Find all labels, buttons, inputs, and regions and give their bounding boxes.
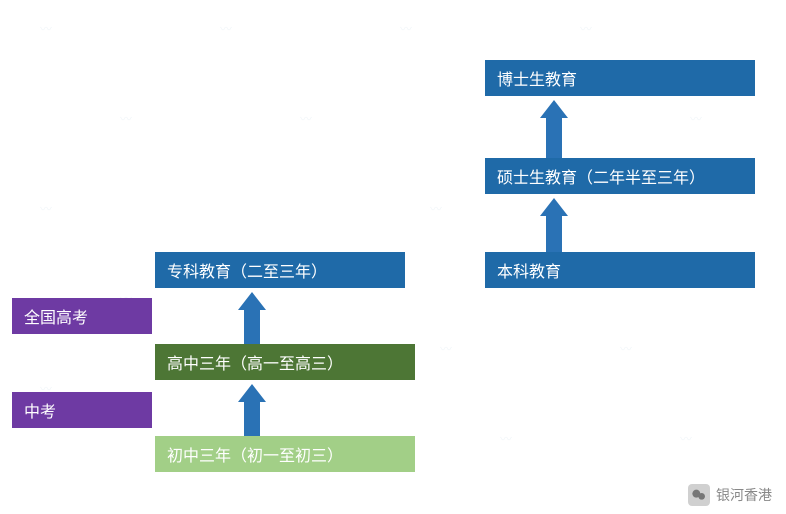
node-zhongkao: 中考	[12, 392, 152, 428]
watermark: 〰	[300, 110, 312, 127]
watermark: 〰	[580, 20, 592, 37]
arrow-head-icon	[540, 198, 568, 216]
flow-arrow-a3	[540, 198, 568, 252]
node-label: 高中三年（高一至高三）	[167, 350, 343, 374]
arrow-shaft	[546, 214, 562, 252]
watermark: 〰	[220, 20, 232, 37]
node-label: 专科教育（二至三年）	[167, 258, 327, 282]
arrow-shaft	[546, 116, 562, 158]
node-benke: 本科教育	[485, 252, 755, 288]
flow-arrow-a2	[238, 292, 266, 344]
watermark: 〰	[430, 200, 442, 217]
node-senior: 高中三年（高一至高三）	[155, 344, 415, 380]
node-label: 博士生教育	[497, 66, 577, 90]
footer-text: 银河香港	[716, 485, 772, 505]
flow-arrow-a1	[238, 384, 266, 436]
flow-arrow-a4	[540, 100, 568, 158]
node-phd: 博士生教育	[485, 60, 755, 96]
arrow-head-icon	[238, 384, 266, 402]
node-zhuanke: 专科教育（二至三年）	[155, 252, 405, 288]
arrow-shaft	[244, 308, 260, 344]
arrow-shaft	[244, 400, 260, 436]
node-label: 全国高考	[24, 304, 88, 328]
watermark: 〰	[440, 340, 452, 357]
watermark: 〰	[120, 110, 132, 127]
watermark: 〰	[40, 20, 52, 37]
node-label: 本科教育	[497, 258, 561, 282]
footer-attribution: 银河香港	[688, 484, 772, 506]
node-label: 中考	[24, 398, 56, 422]
node-label: 初中三年（初一至初三）	[167, 442, 343, 466]
watermark: 〰	[620, 340, 632, 357]
wechat-icon	[688, 484, 710, 506]
arrow-head-icon	[238, 292, 266, 310]
watermark: 〰	[690, 110, 702, 127]
node-gaokao: 全国高考	[12, 298, 152, 334]
node-master: 硕士生教育（二年半至三年）	[485, 158, 755, 194]
arrow-head-icon	[540, 100, 568, 118]
watermark: 〰	[680, 430, 692, 447]
watermark: 〰	[400, 20, 412, 37]
watermark: 〰	[500, 430, 512, 447]
watermark: 〰	[40, 200, 52, 217]
node-label: 硕士生教育（二年半至三年）	[497, 164, 705, 188]
node-junior: 初中三年（初一至初三）	[155, 436, 415, 472]
